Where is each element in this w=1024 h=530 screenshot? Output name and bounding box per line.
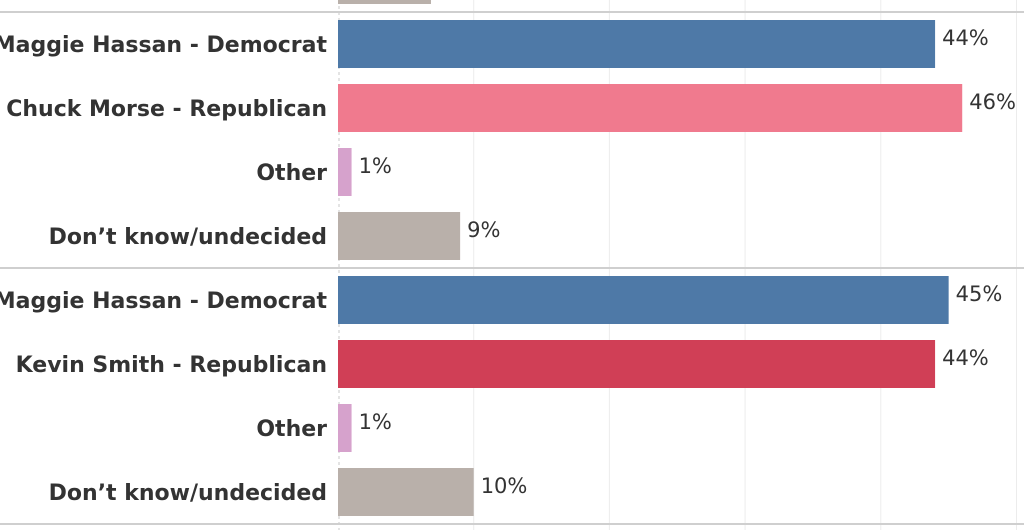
data-label: 9%	[467, 218, 500, 242]
category-label: Kevin Smith - Republican	[16, 353, 327, 378]
data-label: 45%	[956, 282, 1003, 306]
category-label: Don’t know/undecided	[49, 225, 327, 250]
data-label: 44%	[942, 346, 989, 370]
category-label: Maggie Hassan - Democrat	[0, 289, 327, 314]
panel-separators	[0, 11, 1024, 525]
bar	[338, 212, 461, 260]
bar	[338, 276, 949, 324]
panel-hassan-vs-smith: Maggie Hassan - Democrat 45% Kevin Smith -…	[0, 276, 1002, 516]
cropped-previous-panel	[338, 0, 431, 4]
data-label: 1%	[359, 154, 392, 178]
data-label: 1%	[359, 410, 392, 434]
data-label: 44%	[942, 26, 989, 50]
bar	[338, 148, 352, 196]
bar	[338, 468, 474, 516]
category-label: Other	[256, 417, 327, 442]
gridlines	[338, 0, 1017, 530]
bar	[338, 84, 963, 132]
bar	[338, 340, 936, 388]
panel-hassan-vs-morse: Maggie Hassan - Democrat 44% Chuck Morse -…	[0, 20, 1016, 260]
bar	[338, 404, 352, 452]
category-label: Maggie Hassan - Democrat	[0, 33, 327, 58]
category-label: Other	[256, 161, 327, 186]
category-label: Chuck Morse - Republican	[6, 97, 327, 122]
bar-cropped	[338, 0, 431, 4]
bar	[338, 20, 936, 68]
data-label: 46%	[969, 90, 1016, 114]
data-label: 10%	[481, 474, 528, 498]
category-label: Don’t know/undecided	[49, 481, 327, 506]
